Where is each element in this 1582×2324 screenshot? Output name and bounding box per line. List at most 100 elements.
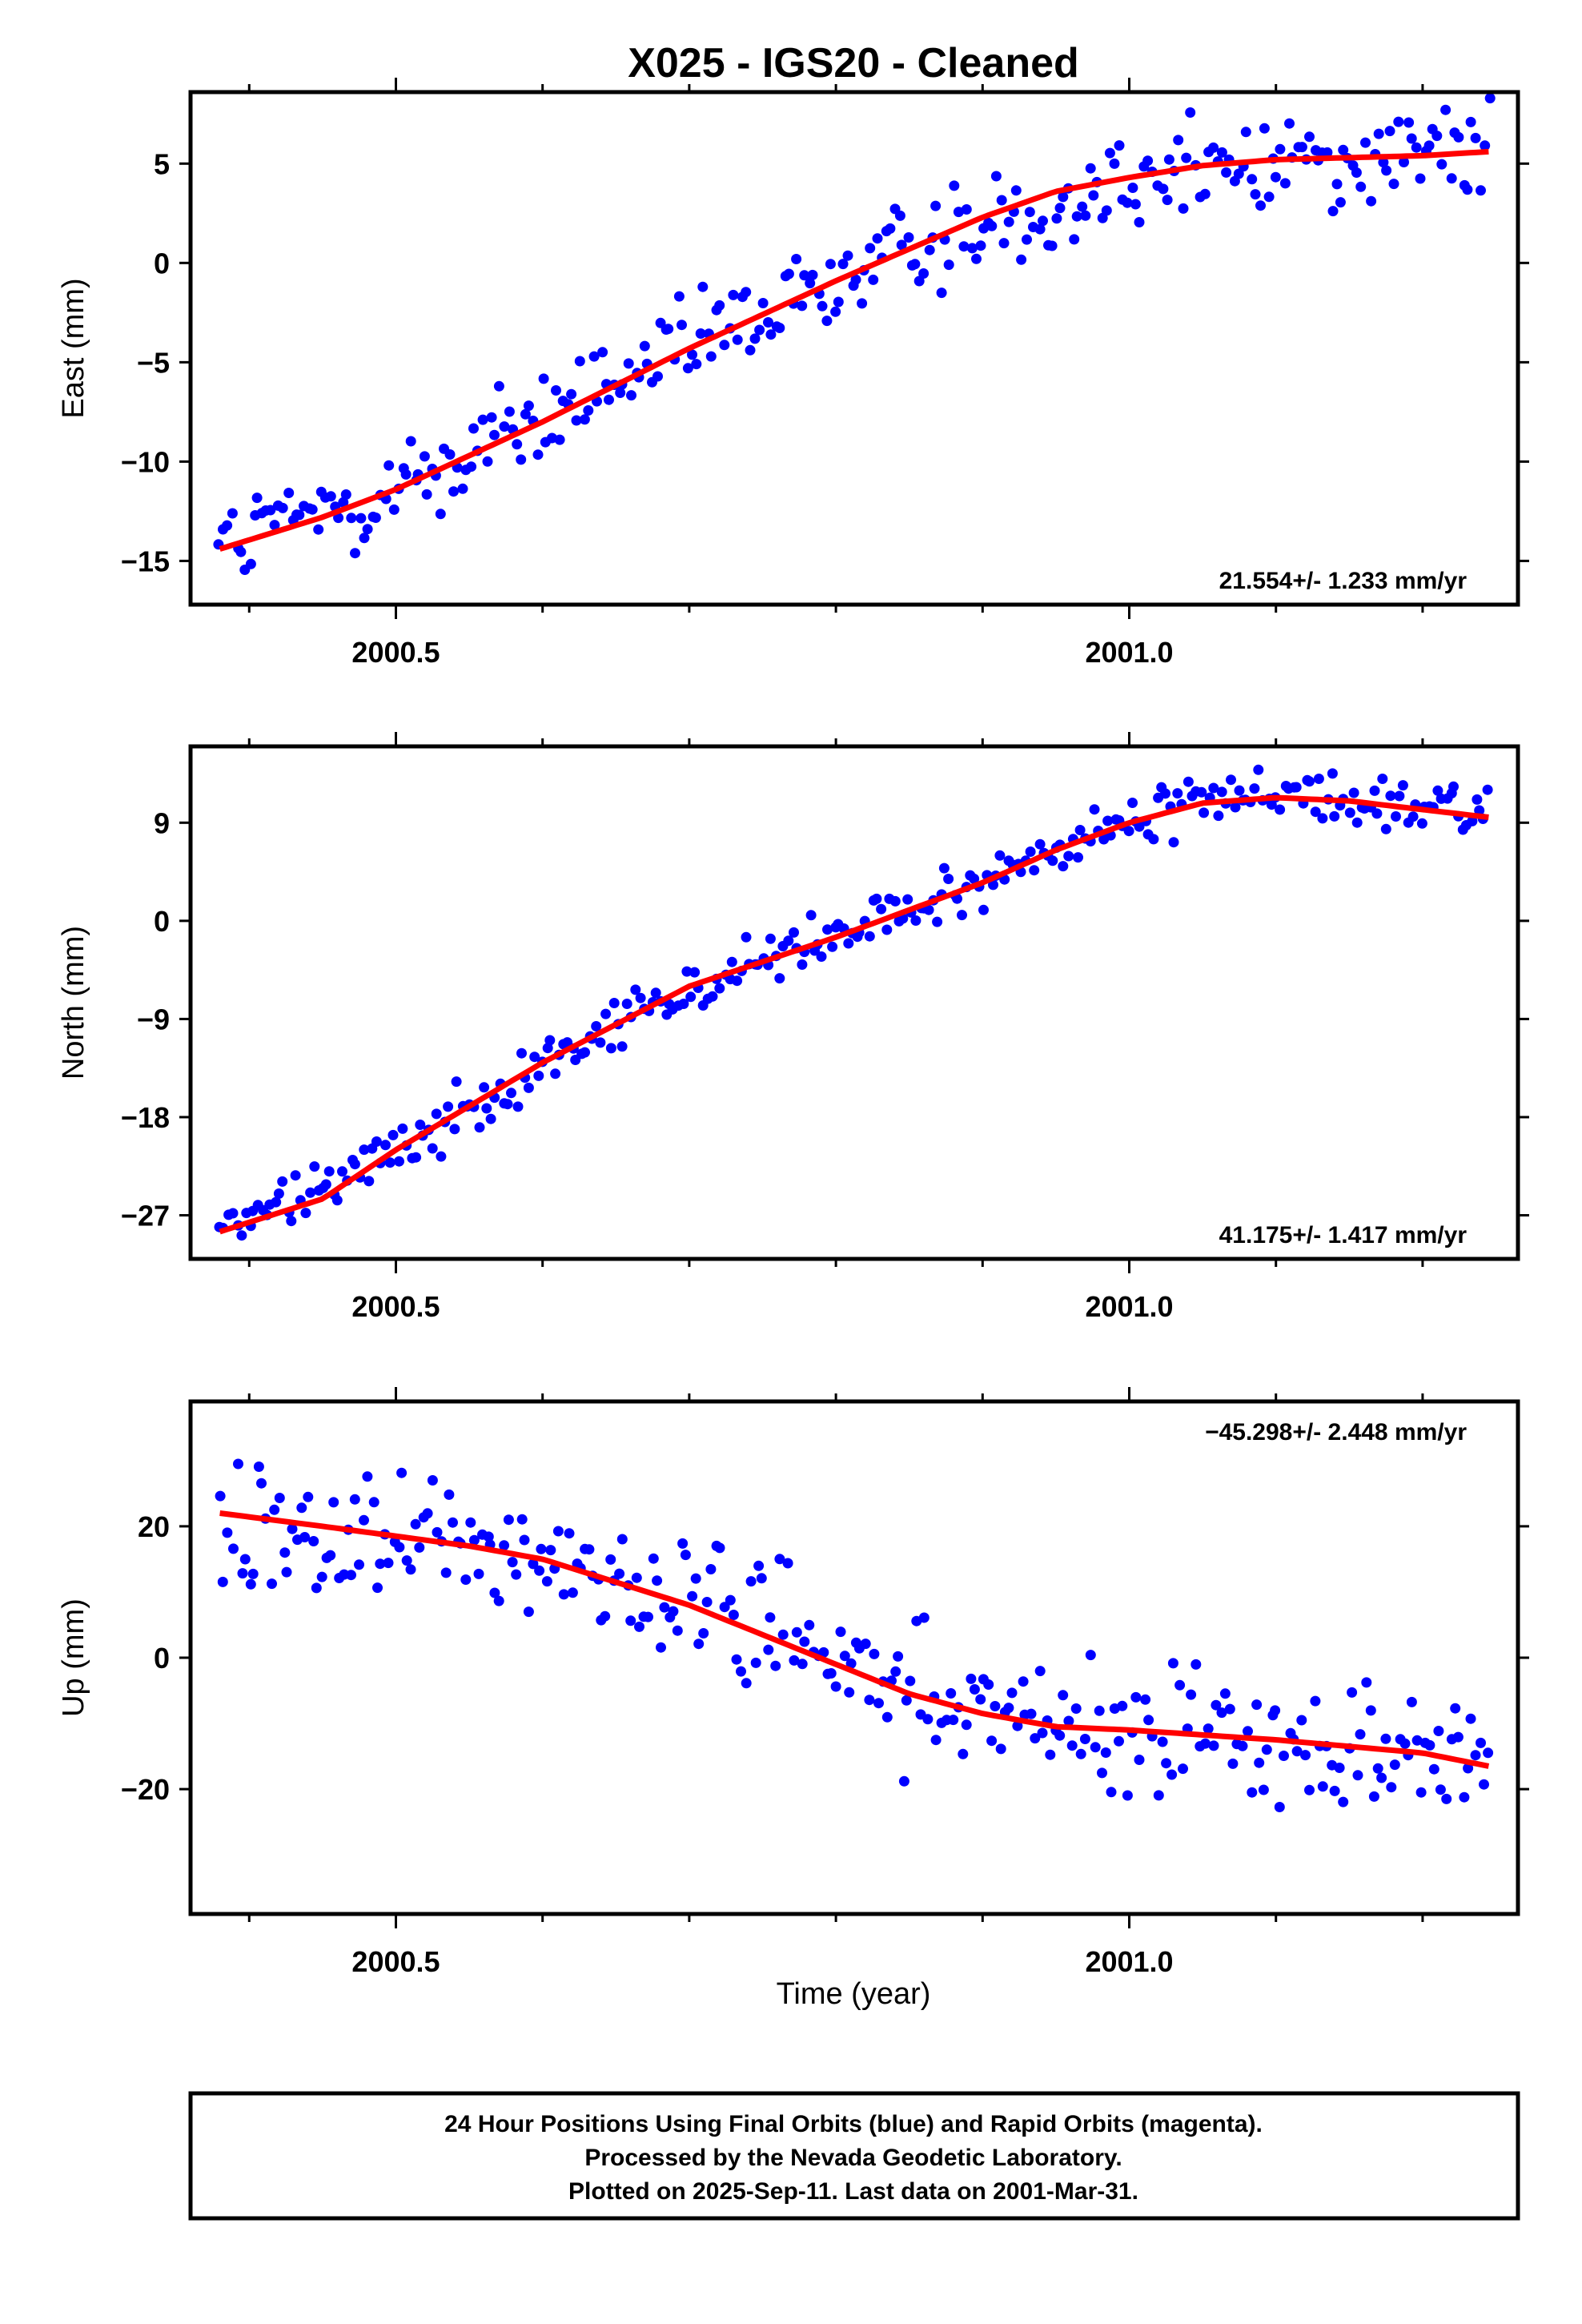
data-point: [325, 491, 336, 502]
data-point: [894, 210, 905, 221]
data-point: [1270, 171, 1281, 183]
data-point: [1130, 1691, 1142, 1703]
data-point: [765, 933, 776, 944]
data-point: [1079, 1734, 1090, 1744]
data-point: [631, 1572, 642, 1583]
x-tick-label: 2000.5: [351, 1290, 440, 1323]
data-point: [349, 1159, 360, 1170]
data-point: [909, 259, 921, 270]
data-point: [1310, 1695, 1321, 1707]
data-point: [380, 1140, 391, 1151]
data-point: [574, 356, 585, 367]
y-axis-label: Up (mm): [57, 1598, 90, 1717]
data-point: [1338, 1796, 1349, 1807]
data-point: [1142, 155, 1154, 167]
data-point: [1054, 203, 1066, 214]
data-point: [281, 1566, 292, 1578]
data-point: [783, 268, 794, 279]
data-point: [1161, 1758, 1172, 1769]
data-point: [902, 894, 913, 905]
data-point: [1275, 143, 1286, 155]
data-point: [273, 1188, 284, 1199]
data-point: [1476, 1737, 1486, 1748]
data-point: [1255, 200, 1266, 211]
data-point: [1250, 189, 1261, 200]
data-point: [457, 483, 468, 494]
data-point: [451, 1076, 462, 1088]
data-point: [1160, 788, 1170, 799]
data-point: [726, 956, 737, 967]
caption-line-3: Plotted on 2025-Sep-11. Last data on 200…: [568, 2178, 1138, 2205]
data-point: [1070, 1703, 1082, 1714]
data-point: [871, 893, 882, 904]
data-point: [432, 1526, 443, 1538]
data-point: [969, 873, 980, 884]
data-point: [1373, 128, 1384, 139]
data-point: [1162, 195, 1173, 206]
data-point: [1200, 1738, 1211, 1749]
data-point: [797, 959, 808, 970]
data-point: [316, 1571, 327, 1582]
data-point: [961, 1719, 972, 1731]
data-point: [1317, 1781, 1328, 1792]
data-point: [789, 927, 799, 938]
data-point: [1104, 147, 1115, 159]
data-point: [860, 1638, 871, 1650]
data-point: [705, 1564, 717, 1574]
data-point: [338, 497, 349, 508]
data-point: [825, 259, 836, 270]
data-point: [732, 334, 743, 345]
data-point: [422, 1508, 433, 1519]
data-point: [998, 238, 1010, 249]
data-point: [876, 903, 887, 915]
data-point: [756, 1573, 767, 1584]
x-tick-label: 2000.5: [351, 636, 440, 669]
data-point: [473, 1568, 484, 1579]
data-point: [279, 1547, 291, 1558]
data-point: [643, 1611, 653, 1622]
data-point: [1102, 815, 1114, 826]
data-point: [1474, 805, 1485, 816]
data-point: [239, 1554, 251, 1565]
data-point: [890, 1666, 901, 1677]
data-point: [626, 390, 636, 401]
data-point: [689, 967, 701, 978]
data-point: [1074, 825, 1086, 835]
data-point: [1389, 1759, 1400, 1771]
panel-north: 9 0 −9 −18 −27 2000.5 2001.0 North (mm) 41.175+/…: [57, 732, 1529, 1323]
data-point: [1329, 810, 1340, 822]
data-point: [504, 406, 515, 417]
data-point: [222, 1527, 233, 1538]
data-point: [362, 1471, 373, 1482]
data-point: [1446, 173, 1457, 184]
data-point: [1216, 1707, 1227, 1719]
caption-line-2: Processed by the Nevada Geodetic Laborat…: [584, 2145, 1122, 2171]
data-point: [673, 291, 685, 302]
data-point: [1075, 1748, 1086, 1759]
data-point: [668, 1606, 679, 1617]
data-point: [1114, 140, 1125, 151]
data-point: [1122, 1790, 1133, 1801]
data-point: [1388, 179, 1399, 190]
data-point: [777, 1629, 789, 1640]
data-point: [903, 232, 914, 243]
data-point: [396, 1467, 408, 1478]
data-point: [247, 1568, 259, 1579]
data-point: [1416, 818, 1427, 829]
data-point: [1106, 1787, 1117, 1798]
data-point: [910, 915, 921, 926]
data-point: [1415, 173, 1426, 184]
data-point: [1284, 118, 1295, 129]
y-tick-label: −27: [121, 1200, 170, 1232]
data-point: [600, 1610, 611, 1622]
data-point: [1406, 1696, 1417, 1707]
data-point: [1101, 205, 1112, 216]
data-point: [1368, 1791, 1379, 1802]
data-point: [346, 513, 357, 524]
data-point: [1224, 1703, 1235, 1715]
data-point: [1483, 1747, 1494, 1759]
data-point: [286, 1216, 297, 1227]
data-point: [245, 1578, 256, 1590]
data-point: [799, 1636, 810, 1647]
data-point: [277, 502, 288, 513]
